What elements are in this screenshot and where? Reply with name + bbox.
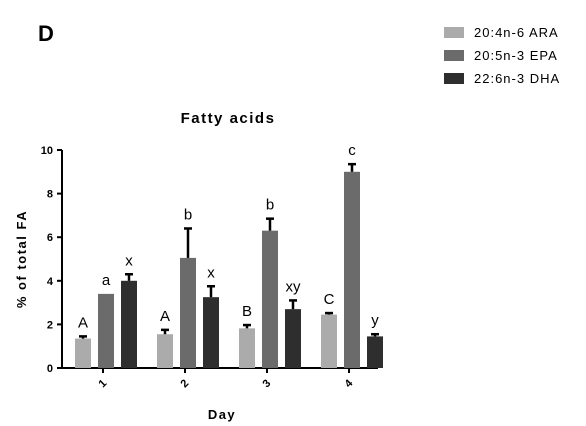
y-tick-label: 10: [41, 145, 53, 157]
y-tick-label: 4: [47, 276, 54, 288]
bar: [98, 293, 114, 368]
significance-label: b: [266, 197, 274, 214]
legend: 20:4n-6 ARA 20:5n-3 EPA 22:6n-3 DHA: [444, 25, 560, 86]
significance-label: A: [78, 314, 88, 331]
significance-label: xy: [286, 278, 302, 295]
significance-label: C: [324, 291, 335, 308]
significance-label: c: [348, 142, 356, 159]
bar: [262, 230, 278, 368]
legend-label: 20:4n-6 ARA: [474, 25, 559, 40]
significance-label: b: [184, 206, 192, 223]
significance-label: a: [102, 272, 111, 289]
bar: [344, 171, 360, 368]
x-tick-label: 4: [342, 377, 355, 390]
legend-swatch: [444, 27, 464, 38]
legend-label: 22:6n-3 DHA: [474, 71, 560, 86]
bar: [321, 314, 337, 368]
bar: [285, 309, 301, 368]
legend-swatch: [444, 50, 464, 61]
x-tick-label: 2: [178, 377, 191, 390]
x-axis-label: Day: [208, 407, 236, 422]
y-tick-label: 6: [47, 232, 53, 244]
y-tick-label: 8: [47, 189, 53, 201]
bar: [367, 336, 383, 368]
y-axis-label: % of total FA: [14, 210, 29, 308]
legend-label: 20:5n-3 EPA: [474, 48, 558, 63]
chart-title: Fatty acids: [181, 110, 276, 127]
bar: [180, 257, 196, 368]
bar: [157, 334, 173, 368]
legend-swatch: [444, 73, 464, 84]
y-tick-label: 2: [47, 319, 53, 331]
bar: [203, 297, 219, 368]
x-tick-label: 1: [96, 377, 109, 390]
x-tick-label: 3: [260, 377, 273, 390]
bar: [239, 328, 255, 368]
bar: [121, 280, 137, 368]
significance-label: A: [160, 308, 170, 325]
significance-label: y: [371, 312, 379, 329]
significance-label: x: [125, 252, 133, 269]
panel-label: D: [38, 21, 54, 46]
bar: [75, 338, 91, 368]
y-tick-label: 0: [47, 363, 53, 375]
significance-label: x: [207, 264, 215, 281]
significance-label: B: [242, 303, 252, 320]
